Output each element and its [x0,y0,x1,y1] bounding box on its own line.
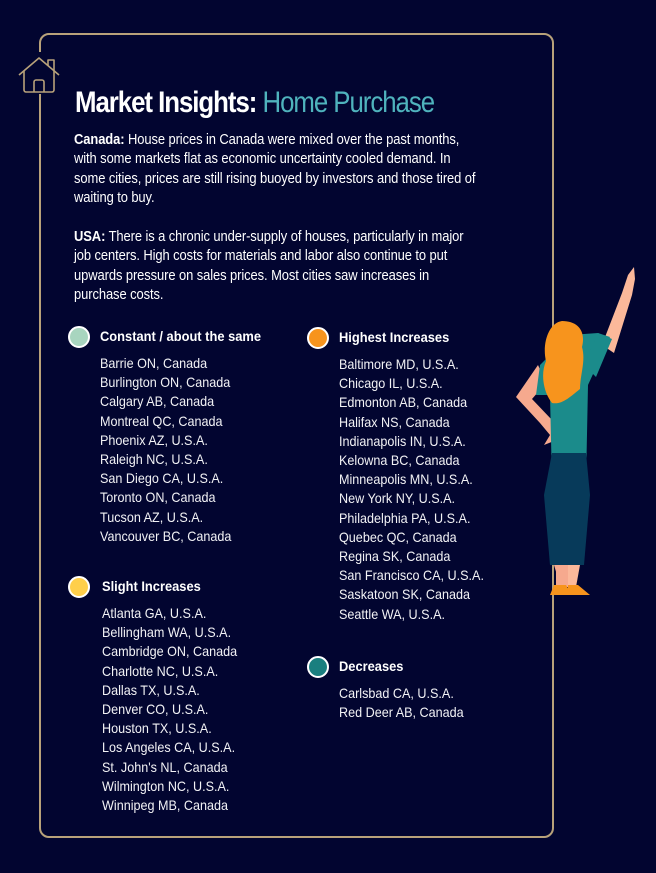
list-item: Regina SK, Canada [339,548,451,565]
list-item: Edmonton AB, Canada [339,394,468,411]
list-item: Atlanta GA, U.S.A. [102,605,207,621]
decreases-dot-icon [307,656,329,678]
list-item: Minneapolis MN, U.S.A. [339,471,473,488]
list-item: Los Angeles CA, U.S.A. [102,739,236,756]
slight-dot-icon [68,576,90,598]
usa-paragraph: USA: There is a chronic under-supply of … [74,228,479,305]
list-item: Montreal QC, Canada [100,412,223,429]
house-icon [18,57,60,93]
city-list: Atlanta GA, U.S.A. Bellingham WA, U.S.A.… [102,604,237,815]
list-item: Baltimore MD, U.S.A. [339,356,459,372]
usa-label: USA: [74,229,106,245]
list-item: Tucson AZ, U.S.A. [100,508,204,525]
city-list: Barrie ON, Canada Burlington ON, Canada … [100,354,231,546]
list-item: Bellingham WA, U.S.A. [102,624,232,641]
list-item: Seattle WA, U.S.A. [339,605,445,622]
list-item: Saskatoon SK, Canada [339,586,470,603]
canada-label: Canada: [74,132,125,148]
list-item: Raleigh NC, U.S.A. [100,451,208,468]
page-title: Market Insights: Home Purchase [75,86,435,120]
group-title: Slight Increases [102,578,201,594]
list-item: Calgary AB, Canada [100,393,215,410]
list-item: Houston TX, U.S.A. [102,720,212,737]
city-list: Carlsbad CA, U.S.A. Red Deer AB, Canada [339,684,464,722]
list-item: San Diego CA, U.S.A. [100,470,224,487]
canada-text: House prices in Canada were mixed over t… [74,132,476,206]
list-item: Barrie ON, Canada [100,355,208,371]
list-item: Denver CO, U.S.A. [102,701,209,718]
list-item: Dallas TX, U.S.A. [102,681,200,698]
list-item: Red Deer AB, Canada [339,704,464,721]
list-item: Winnipeg MB, Canada [102,797,229,814]
title-accent: Home Purchase [262,86,435,119]
list-item: Philadelphia PA, U.S.A. [339,509,471,526]
list-item: Halifax NS, Canada [339,413,450,430]
list-item: Charlotte NC, U.S.A. [102,662,219,679]
list-item: Indianapolis IN, U.S.A. [339,432,466,449]
list-item: Chicago IL, U.S.A. [339,375,443,392]
list-item: Vancouver BC, Canada [100,527,232,544]
list-item: Cambridge ON, Canada [102,643,238,660]
title-main: Market Insights: [75,86,257,119]
list-item: San Francisco CA, U.S.A. [339,567,484,584]
usa-text: There is a chronic under-supply of house… [74,229,464,303]
list-item: New York NY, U.S.A. [339,490,456,507]
frame-gap [36,52,44,94]
group-title: Constant / about the same [100,328,262,344]
constant-dot-icon [68,326,90,348]
list-item: St. John's NL, Canada [102,758,228,775]
city-list: Baltimore MD, U.S.A. Chicago IL, U.S.A. … [339,355,484,624]
list-item: Kelowna BC, Canada [339,452,460,469]
list-item: Phoenix AZ, U.S.A. [100,431,208,448]
list-item: Carlsbad CA, U.S.A. [339,685,454,701]
list-item: Quebec QC, Canada [339,528,457,545]
list-item: Wilmington NC, U.S.A. [102,777,230,794]
canada-paragraph: Canada: House prices in Canada were mixe… [74,131,479,208]
group-title: Highest Increases [339,329,450,345]
highest-dot-icon [307,327,329,349]
woman-pointing-illustration [516,267,635,595]
list-item: Burlington ON, Canada [100,374,231,391]
group-title: Decreases [339,658,404,674]
list-item: Toronto ON, Canada [100,489,216,506]
